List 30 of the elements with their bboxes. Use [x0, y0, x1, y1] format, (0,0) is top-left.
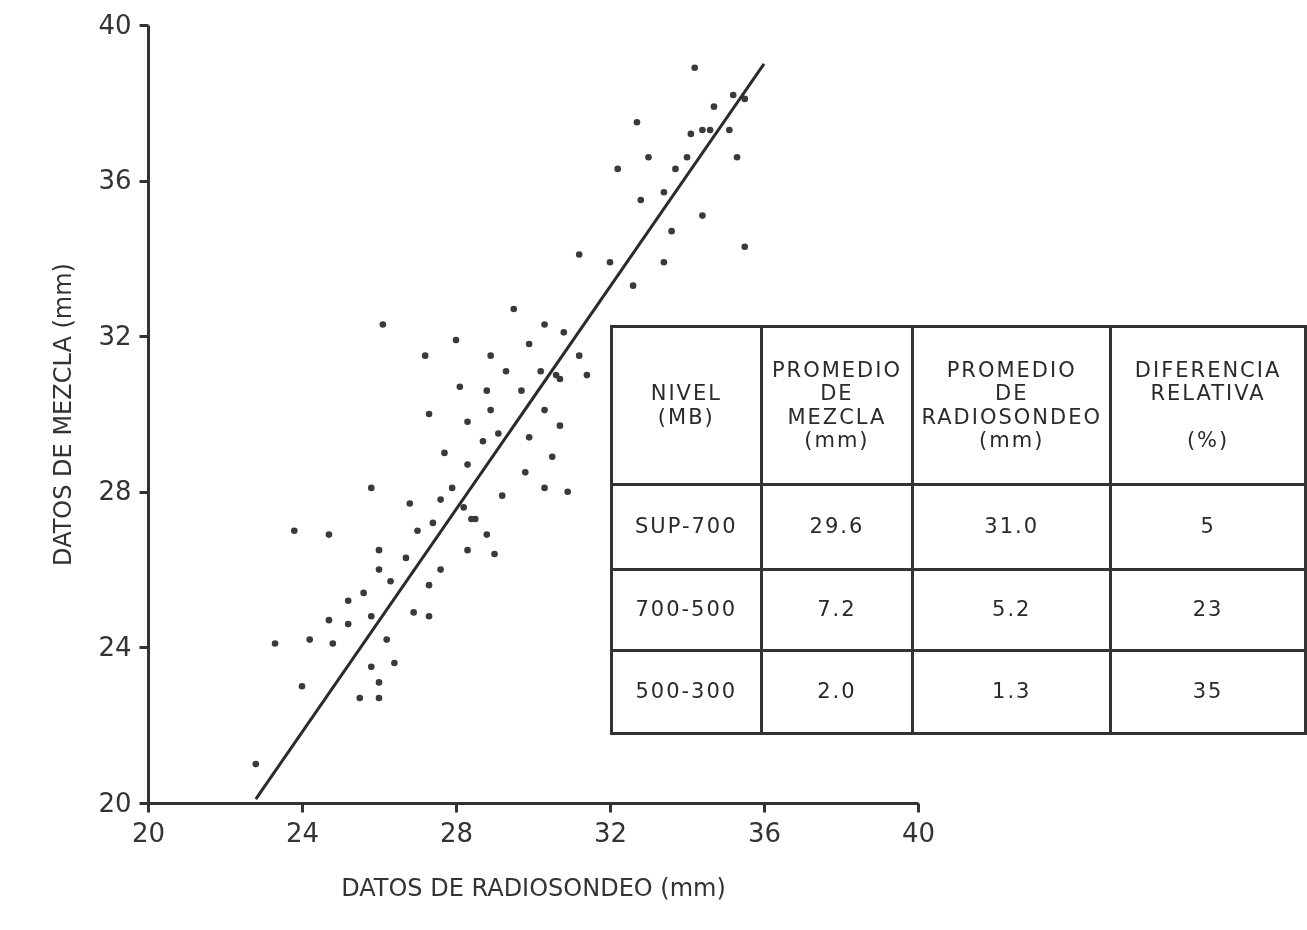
- text: 1.3: [992, 679, 1032, 704]
- x-tick-label: 36: [747, 817, 782, 848]
- text: 5.2: [992, 597, 1032, 622]
- text: 5: [1200, 514, 1216, 539]
- annotation: PROMEDIO DE MEZCLA (mm): [761, 326, 913, 485]
- x-tick-label: 20: [131, 817, 166, 848]
- y-tick-label: 36: [98, 165, 132, 196]
- y-tick-label: 40: [98, 9, 132, 40]
- y-tick-label: 28: [98, 476, 132, 507]
- text: 23: [1192, 597, 1224, 622]
- x-axis-title: DATOS DE RADIOSONDEO (mm): [341, 873, 726, 902]
- y-tick-label: 24: [98, 631, 132, 662]
- text: 31.0: [984, 514, 1040, 539]
- annotation: 29.6: [761, 484, 913, 570]
- text: 35: [1192, 679, 1224, 704]
- x-tick-label: 32: [593, 817, 628, 848]
- x-tick-label: 40: [901, 817, 936, 848]
- annotation: 500-300: [611, 650, 762, 734]
- text: DIFERENCIA RELATIVA (%): [1134, 358, 1282, 452]
- x-tick-label: 24: [285, 817, 320, 848]
- y-axis-title: DATOS DE MEZCLA (mm): [49, 263, 78, 566]
- annotation: SUP-700: [611, 484, 762, 570]
- text: PROMEDIO DE RADIOSONDEO (mm): [921, 358, 1102, 452]
- annotation: 2.0: [761, 650, 913, 734]
- x-tick-label: 28: [439, 817, 474, 848]
- annotation: NIVEL (MB): [611, 326, 762, 485]
- annotation: 700-500: [611, 569, 762, 651]
- annotation: 7.2: [761, 569, 913, 651]
- y-tick-label: 32: [98, 320, 132, 351]
- y-tick-label: 20: [98, 787, 132, 818]
